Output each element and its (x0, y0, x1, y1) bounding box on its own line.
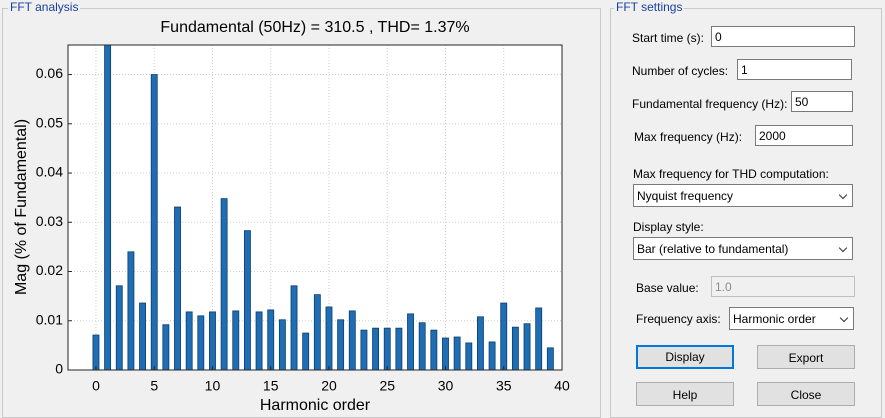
bar (465, 342, 473, 370)
text-input: 1.0 (711, 276, 855, 297)
y-tick-label: 0.06 (36, 65, 63, 81)
chart: Fundamental (50Hz) = 310.5 , THD= 1.37% … (13, 19, 570, 414)
bar (104, 45, 112, 370)
y-tick-label: 0.03 (36, 213, 63, 229)
x-tick-label: 20 (321, 378, 337, 394)
y-tick-label: 0 (55, 361, 63, 377)
y-axis-label: Mag (% of Fundamental) (13, 119, 30, 295)
export-button[interactable]: Export (757, 345, 855, 369)
bar (267, 309, 275, 370)
chart-title: Fundamental (50Hz) = 310.5 , THD= 1.37% (160, 19, 469, 36)
bar (174, 206, 181, 370)
label: Display style: (633, 220, 704, 234)
label: Start time (s): (632, 31, 705, 45)
bar (92, 334, 100, 370)
x-tick-label: 35 (496, 378, 512, 394)
x-tick-label: 10 (205, 378, 221, 394)
bar (453, 336, 461, 370)
label: Fundamental frequency (Hz): (632, 97, 788, 111)
y-tick-label: 0.05 (36, 114, 63, 130)
y-tick-label: 0.04 (36, 164, 63, 180)
x-tick-label: 40 (554, 378, 570, 394)
bar (430, 329, 438, 370)
bar (127, 251, 135, 370)
x-tick-label: 25 (379, 378, 395, 394)
bar (383, 327, 391, 370)
bar (418, 322, 426, 370)
bar (372, 327, 380, 370)
y-tick-label: 0.01 (36, 311, 63, 327)
bar (220, 198, 228, 370)
label: Frequency axis: (636, 312, 721, 326)
bar (232, 310, 240, 370)
label: Max frequency for THD computation: (633, 167, 829, 181)
text-input[interactable]: 50 (791, 91, 853, 112)
bar (395, 327, 403, 370)
bar (197, 315, 205, 370)
dropdown[interactable]: Harmonic order (729, 307, 854, 330)
bar (477, 316, 484, 370)
bar (348, 310, 356, 370)
bar (546, 347, 554, 370)
bar (523, 323, 531, 370)
bar (185, 311, 193, 370)
x-tick-label: 15 (263, 378, 279, 394)
bar (209, 311, 216, 370)
x-axis-label: Harmonic order (260, 397, 371, 414)
text-input[interactable]: 1 (737, 59, 852, 80)
x-tick-label: 5 (150, 378, 158, 394)
label: Number of cycles: (632, 64, 729, 78)
label: Max frequency (Hz): (634, 130, 743, 144)
plot-frame (67, 44, 563, 371)
bar (139, 302, 146, 370)
bar (325, 306, 333, 370)
text-input[interactable]: 0 (711, 26, 855, 47)
bar (500, 302, 508, 370)
bar (313, 294, 321, 370)
bar (255, 311, 263, 370)
help-button[interactable]: Help (636, 382, 734, 406)
bar (115, 285, 123, 370)
x-tick-label: 30 (438, 378, 454, 394)
dropdown[interactable]: Bar (relative to fundamental) (633, 237, 853, 260)
bar (243, 230, 251, 370)
bar (150, 74, 158, 370)
bar (511, 326, 519, 370)
close-button[interactable]: Close (757, 382, 855, 406)
panel-title: FFT settings (614, 0, 685, 14)
bar (535, 307, 543, 370)
bar (302, 332, 310, 370)
label: Base value: (636, 281, 699, 295)
display-button[interactable]: Display (636, 345, 734, 369)
bar (162, 324, 170, 370)
bar (290, 285, 298, 370)
bar (278, 319, 286, 370)
bar (337, 319, 345, 370)
bar (407, 313, 414, 370)
y-tick-label: 0.02 (36, 262, 63, 278)
bar (442, 337, 449, 370)
x-tick-label: 0 (92, 378, 100, 394)
bar (488, 341, 496, 370)
bar (360, 329, 368, 370)
text-input[interactable]: 2000 (755, 125, 853, 146)
panel-title: FFT analysis (8, 0, 81, 14)
dropdown[interactable]: Nyquist frequency (633, 184, 853, 207)
